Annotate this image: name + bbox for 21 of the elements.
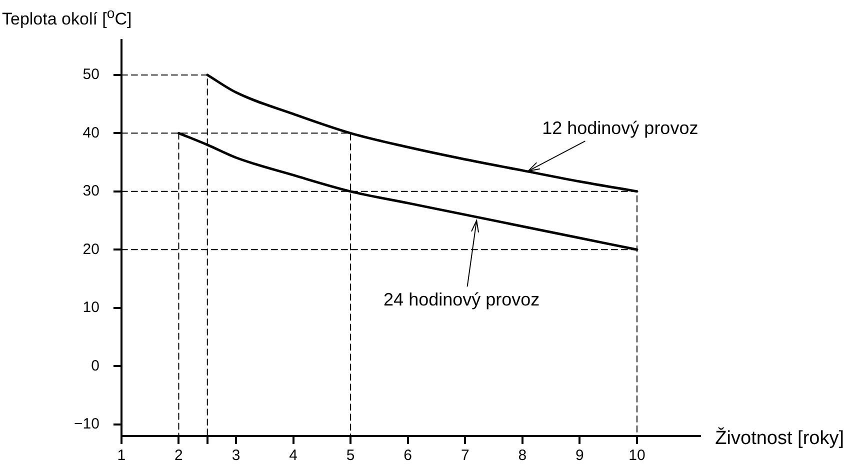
y-tick-label: 50 [82, 66, 100, 84]
y-tick-label: 10 [82, 299, 100, 316]
x-tick-label: 6 [404, 447, 412, 464]
y-tick-label: −10 [74, 415, 100, 432]
x-tick-label: 4 [289, 447, 298, 464]
y-tick-label: 0 [91, 357, 100, 374]
x-axis-title: Životnost [roky] [715, 428, 844, 450]
x-tick-label: 8 [518, 447, 527, 464]
x-tick-label: 10 [628, 447, 646, 464]
x-tick-label: 9 [576, 447, 584, 464]
y-axis-title: Teplota okolí [$^{o}$C] [2, 6, 132, 30]
x-tick-label: 3 [232, 447, 240, 464]
y-tick-label: 20 [82, 240, 100, 258]
y-tick-label: 30 [82, 182, 100, 200]
annotation: 24 hodinový provoz [384, 290, 540, 310]
x-tick-label: 5 [346, 447, 355, 464]
x-tick-label: 1 [117, 447, 126, 464]
x-tick-label: 2 [174, 447, 183, 464]
x-tick-label: 7 [460, 447, 470, 464]
y-tick-label: 40 [82, 124, 100, 142]
annotation: 12 hodinový provoz [542, 118, 698, 138]
